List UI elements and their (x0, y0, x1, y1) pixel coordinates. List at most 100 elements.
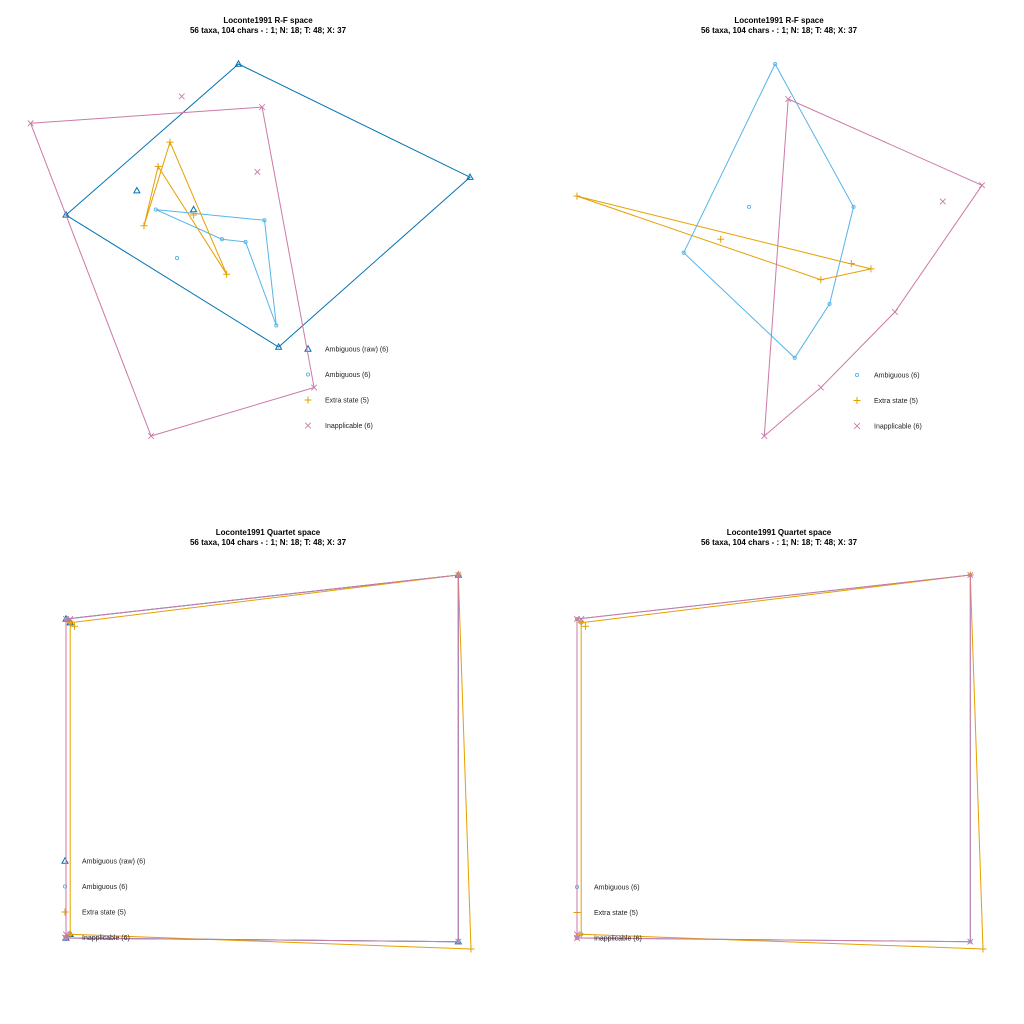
data-point (827, 301, 832, 306)
data-point (577, 930, 585, 938)
data-point (258, 104, 266, 111)
convex-hull (763, 98, 983, 438)
panel-3-title: Loconte1991 Quartet space (216, 528, 321, 537)
panel-2-series-extra-state (573, 192, 875, 284)
data-point (978, 182, 986, 189)
panel-2-subtitle: 56 taxa, 104 chars - : 1; N: 18; T: 48; … (701, 26, 858, 35)
data-point (254, 168, 261, 175)
legend-entry: Extra state (5) (61, 908, 126, 917)
legend-symbol (61, 934, 69, 941)
panel-2-series-ambiguous (681, 61, 856, 360)
legend-symbol (853, 397, 861, 404)
data-point (178, 93, 185, 100)
legend-entry: Ambiguous (6) (305, 372, 371, 379)
legend-symbol (62, 884, 68, 889)
data-point (851, 204, 856, 209)
legend-symbol (304, 422, 312, 429)
panel-1-plot: Ambiguous (raw) (6) Ambiguous (6) Extra st… (27, 59, 474, 440)
data-point (455, 938, 462, 945)
legend-entry: Inapplicable (6) (304, 422, 373, 430)
data-point (577, 619, 585, 627)
convex-hull (576, 195, 872, 281)
data-point (979, 945, 987, 953)
data-point (310, 384, 318, 391)
convex-hull (155, 209, 277, 326)
legend-label: Ambiguous (6) (325, 372, 371, 379)
legend-label: Extra state (5) (874, 398, 918, 405)
panel-3-plot: Ambiguous (raw) (6) Ambiguous (6) Extra st… (61, 570, 475, 953)
data-point (773, 61, 778, 67)
legend-entry: Inapplicable (6) (573, 934, 642, 943)
legend-entry: Inapplicable (6) (853, 422, 922, 431)
convex-hull (683, 62, 855, 359)
convex-hull (29, 106, 315, 437)
panel-4-title: Loconte1991 Quartet space (727, 528, 832, 537)
legend-symbol (61, 856, 69, 864)
data-point (219, 237, 224, 242)
data-point (66, 619, 74, 627)
data-point (174, 256, 180, 261)
panel-1-series-ambiguous (153, 207, 279, 328)
data-point (817, 384, 824, 391)
data-point (967, 571, 974, 579)
legend-label: Inapplicable (6) (874, 424, 922, 431)
legend-entry: Inapplicable (6) (61, 934, 130, 942)
legend-symbol (304, 344, 312, 352)
legend-entry: Ambiguous (raw) (6) (304, 344, 388, 354)
panel-4-series-extra-state (577, 571, 987, 953)
panel-1-subtitle: 56 taxa, 104 chars - : 1; N: 18; T: 48; … (190, 26, 347, 35)
panel-2-title: Loconte1991 R-F space (734, 16, 824, 25)
data-point (681, 250, 686, 255)
legend-label: Inapplicable (6) (594, 936, 642, 943)
legend-entry: Extra state (5) (573, 909, 638, 917)
legend-symbol (305, 372, 311, 377)
data-point (466, 172, 474, 180)
panel-4-subtitle: 56 taxa, 104 chars - : 1; N: 18; T: 48; … (701, 538, 858, 547)
data-point (817, 276, 825, 284)
data-point (262, 218, 267, 223)
legend-label: Extra state (5) (82, 910, 126, 917)
data-point (746, 204, 752, 209)
panel-1-series-inapplicable (27, 93, 318, 440)
convex-hull (580, 574, 984, 950)
legend-label: Inapplicable (6) (82, 935, 130, 942)
data-point (166, 138, 174, 146)
data-point (717, 235, 725, 243)
legend-symbol (854, 372, 860, 378)
data-point (153, 207, 158, 212)
data-point (133, 186, 141, 194)
convex-hull (69, 574, 472, 950)
data-point (274, 342, 283, 350)
legend-label: Extra state (5) (594, 910, 638, 917)
data-point (792, 355, 797, 360)
legend-symbol (573, 934, 581, 942)
legend-label: Ambiguous (raw) (6) (82, 859, 145, 866)
data-point (27, 120, 34, 127)
data-point (66, 930, 74, 938)
legend-label: Inapplicable (6) (325, 423, 373, 430)
panel-3-series-extra-state (66, 571, 475, 953)
legend-label: Ambiguous (6) (874, 373, 920, 380)
panel-1-series-ambiguous-raw- (62, 59, 474, 350)
panel-1-series-extra-state (140, 138, 231, 278)
data-point (581, 622, 589, 630)
data-point (939, 198, 946, 205)
data-point (274, 323, 279, 328)
panel-3-subtitle: 56 taxa, 104 chars - : 1; N: 18; T: 48; … (190, 538, 347, 547)
data-point (70, 622, 78, 630)
data-point (967, 938, 974, 945)
data-point (785, 95, 792, 103)
convex-hull (65, 63, 471, 348)
legend-entry: Ambiguous (6) (62, 884, 128, 891)
panel-4-plot: Ambiguous (6) Extra state (5) Inapplicable… (573, 571, 987, 953)
legend-entry: Ambiguous (raw) (6) (61, 856, 145, 866)
legend-label: Extra state (5) (325, 398, 369, 405)
legend-label: Ambiguous (raw) (6) (325, 347, 388, 354)
panel-2-plot: Ambiguous (6) Extra state (5) Inapplicable… (573, 61, 986, 440)
data-point (223, 270, 231, 278)
legend-entry: Ambiguous (6) (574, 885, 640, 892)
plot-marks: Ambiguous (raw) (6) Ambiguous (6) Extra st… (27, 59, 987, 953)
data-point (243, 239, 248, 244)
legend-label: Ambiguous (6) (82, 884, 128, 891)
